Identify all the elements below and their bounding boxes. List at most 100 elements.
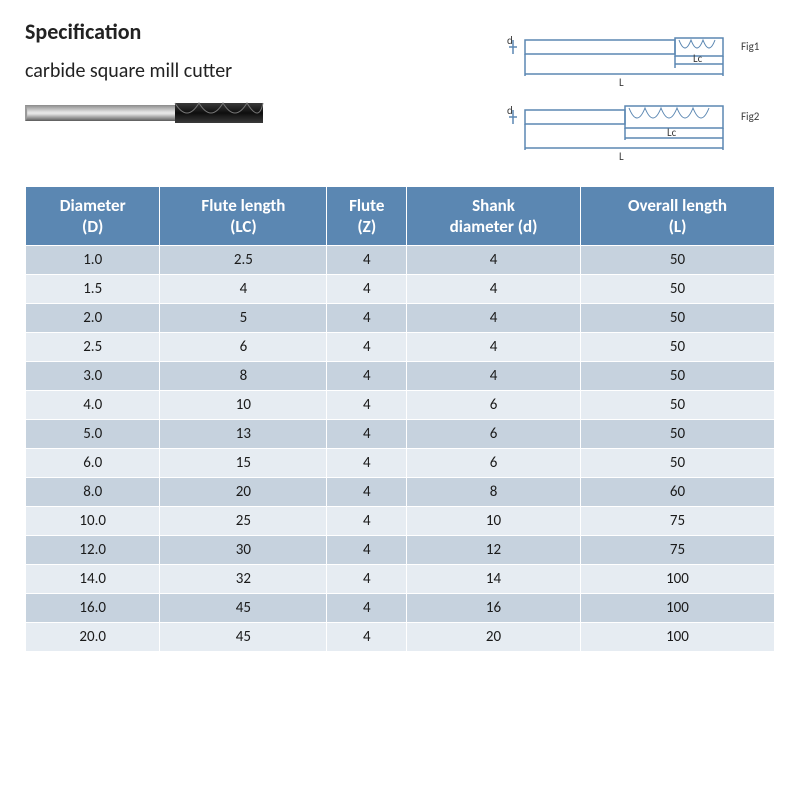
table-cell: 2.5 xyxy=(26,333,160,362)
table-cell: 32 xyxy=(160,565,327,594)
table-cell: 13 xyxy=(160,420,327,449)
fig1-label: Fig1 xyxy=(741,40,760,53)
table-cell: 50 xyxy=(580,420,774,449)
table-cell: 14 xyxy=(407,565,581,594)
col-header: Flute(Z) xyxy=(327,187,407,246)
table-row: 20.045420100 xyxy=(26,623,775,652)
table-cell: 4 xyxy=(327,565,407,594)
col-header: Overall length(L) xyxy=(580,187,774,246)
table-cell: 4 xyxy=(407,333,581,362)
table-cell: 50 xyxy=(580,246,774,275)
table-cell: 4 xyxy=(327,246,407,275)
header-left: Specification carbide square mill cutter xyxy=(25,18,438,137)
table-cell: 5.0 xyxy=(26,420,160,449)
table-cell: 50 xyxy=(580,275,774,304)
spec-table-head: Diameter(D)Flute length(LC)Flute(Z)Shank… xyxy=(26,187,775,246)
table-row: 14.032414100 xyxy=(26,565,775,594)
table-cell: 45 xyxy=(160,623,327,652)
table-row: 1.544450 xyxy=(26,275,775,304)
col-header-line2: (L) xyxy=(585,216,770,237)
table-cell: 6 xyxy=(407,449,581,478)
table-cell: 25 xyxy=(160,507,327,536)
table-cell: 4 xyxy=(327,391,407,420)
table-cell: 100 xyxy=(580,594,774,623)
table-cell: 12 xyxy=(407,536,581,565)
table-row: 16.045416100 xyxy=(26,594,775,623)
table-cell: 6 xyxy=(407,391,581,420)
table-cell: 6 xyxy=(407,420,581,449)
spec-table: Diameter(D)Flute length(LC)Flute(Z)Shank… xyxy=(25,186,775,652)
product-photo xyxy=(25,89,265,137)
table-cell: 4 xyxy=(160,275,327,304)
dim-lc-label-1: Lc xyxy=(693,52,703,65)
table-cell: 10 xyxy=(160,391,327,420)
table-cell: 50 xyxy=(580,362,774,391)
col-header-line2: (D) xyxy=(30,216,155,237)
col-header: Shankdiameter (d) xyxy=(407,187,581,246)
col-header-line1: Flute length xyxy=(164,195,322,216)
col-header-line1: Shank xyxy=(411,195,576,216)
table-cell: 4 xyxy=(327,449,407,478)
dim-d-label-1: d xyxy=(507,34,513,47)
table-cell: 5 xyxy=(160,304,327,333)
dim-l-label-1: L xyxy=(619,76,624,89)
table-cell: 1.0 xyxy=(26,246,160,275)
table-cell: 45 xyxy=(160,594,327,623)
table-cell: 4 xyxy=(327,420,407,449)
table-cell: 10.0 xyxy=(26,507,160,536)
table-cell: 50 xyxy=(580,333,774,362)
page-title: Specification xyxy=(25,18,438,45)
dim-lc-label-2: Lc xyxy=(667,126,677,139)
table-row: 2.564450 xyxy=(26,333,775,362)
col-header: Diameter(D) xyxy=(26,187,160,246)
table-row: 3.084450 xyxy=(26,362,775,391)
table-cell: 6.0 xyxy=(26,449,160,478)
table-cell: 8.0 xyxy=(26,478,160,507)
col-header-line2: diameter (d) xyxy=(411,216,576,237)
dimension-diagrams: d Lc L Fig1 xyxy=(495,24,775,174)
table-cell: 1.5 xyxy=(26,275,160,304)
col-header-line1: Flute xyxy=(331,195,402,216)
table-row: 4.0104650 xyxy=(26,391,775,420)
table-cell: 60 xyxy=(580,478,774,507)
table-cell: 4 xyxy=(327,304,407,333)
table-cell: 14.0 xyxy=(26,565,160,594)
col-header-line2: (LC) xyxy=(164,216,322,237)
table-cell: 50 xyxy=(580,391,774,420)
table-cell: 2.0 xyxy=(26,304,160,333)
table-cell: 6 xyxy=(160,333,327,362)
table-cell: 20 xyxy=(407,623,581,652)
table-cell: 4 xyxy=(327,333,407,362)
table-cell: 4 xyxy=(407,275,581,304)
table-cell: 30 xyxy=(160,536,327,565)
table-row: 12.03041275 xyxy=(26,536,775,565)
table-cell: 8 xyxy=(160,362,327,391)
header-row: Specification carbide square mill cutter xyxy=(25,18,775,174)
table-cell: 15 xyxy=(160,449,327,478)
dim-l-label-2: L xyxy=(619,150,624,163)
table-cell: 50 xyxy=(580,304,774,333)
col-header-line1: Diameter xyxy=(30,195,155,216)
table-cell: 20 xyxy=(160,478,327,507)
col-header-line1: Overall length xyxy=(585,195,770,216)
table-cell: 4 xyxy=(327,275,407,304)
table-cell: 4 xyxy=(327,478,407,507)
table-cell: 4 xyxy=(327,594,407,623)
table-row: 8.0204860 xyxy=(26,478,775,507)
table-cell: 8 xyxy=(407,478,581,507)
table-cell: 100 xyxy=(580,623,774,652)
table-row: 10.02541075 xyxy=(26,507,775,536)
table-cell: 16.0 xyxy=(26,594,160,623)
table-cell: 4 xyxy=(407,304,581,333)
table-cell: 12.0 xyxy=(26,536,160,565)
table-cell: 75 xyxy=(580,507,774,536)
table-cell: 2.5 xyxy=(160,246,327,275)
table-cell: 10 xyxy=(407,507,581,536)
table-cell: 4.0 xyxy=(26,391,160,420)
table-row: 6.0154650 xyxy=(26,449,775,478)
table-row: 2.054450 xyxy=(26,304,775,333)
table-cell: 4 xyxy=(407,246,581,275)
col-header-line2: (Z) xyxy=(331,216,402,237)
col-header: Flute length(LC) xyxy=(160,187,327,246)
spec-table-body: 1.02.544501.5444502.0544502.5644503.0844… xyxy=(26,246,775,652)
